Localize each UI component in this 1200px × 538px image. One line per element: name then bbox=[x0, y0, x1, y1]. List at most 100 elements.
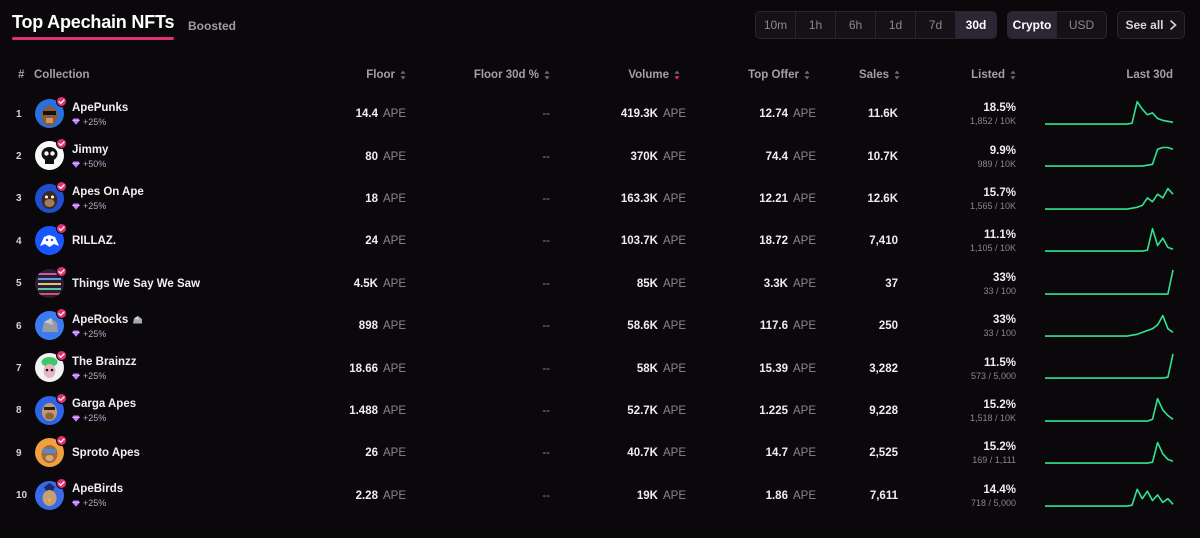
listed-fraction: 1,518 / 10K bbox=[969, 412, 1016, 423]
listed-fraction: 1,852 / 10K bbox=[969, 116, 1016, 127]
time-filter-6h[interactable]: 6h bbox=[836, 12, 876, 38]
volume: 103.7K APE bbox=[590, 220, 686, 262]
listed: 15.7% 1,565 / 10K bbox=[940, 178, 1016, 220]
sales-count: 3,282 bbox=[869, 362, 898, 375]
chevron-right-icon bbox=[1169, 20, 1177, 30]
sparkline-line bbox=[1045, 441, 1174, 465]
collection-name[interactable]: Garga Apes bbox=[72, 398, 136, 410]
col-volume[interactable]: Volume bbox=[580, 69, 680, 81]
top-offer-value: 3.3K bbox=[763, 277, 788, 290]
tab-boosted[interactable]: Boosted bbox=[188, 19, 236, 33]
see-all-button[interactable]: See all bbox=[1117, 11, 1185, 39]
floor-unit: APE bbox=[382, 108, 406, 121]
collection-name-text: Apes On Ape bbox=[72, 186, 144, 199]
collection-name[interactable]: ApePunks bbox=[72, 102, 128, 114]
boost-badge: +25% bbox=[72, 117, 128, 127]
volume-value: 370K bbox=[630, 150, 658, 163]
time-filter-1h[interactable]: 1h bbox=[796, 12, 836, 38]
top-offer-unit: APE bbox=[792, 320, 816, 333]
boost-value: +25% bbox=[83, 413, 107, 424]
floor-price: 898 APE bbox=[300, 305, 406, 347]
sparkline-line bbox=[1045, 269, 1174, 295]
table-row[interactable]: 4 RILLAZ. 24 APE -- 103.7K APE 18.72 APE 7,410 11.… bbox=[0, 220, 1200, 262]
sort-icon bbox=[894, 70, 900, 80]
tab-top-apechain-nfts[interactable]: Top Apechain NFTs bbox=[12, 12, 174, 40]
sort-icon bbox=[400, 70, 406, 80]
floor-unit: APE bbox=[382, 320, 406, 333]
collection-info: Apes On Ape +25% bbox=[72, 178, 144, 220]
collection-name-text: RILLAZ. bbox=[72, 235, 117, 248]
top-offer-value: 12.21 bbox=[759, 192, 788, 205]
col-floor-30d[interactable]: Floor 30d % bbox=[440, 69, 550, 81]
top-offer: 1.86 APE bbox=[720, 475, 816, 517]
volume-unit: APE bbox=[662, 150, 686, 163]
collection-name[interactable]: Things We Say We Saw bbox=[72, 278, 200, 290]
rank-number: 3 bbox=[16, 193, 22, 205]
sales-count: 12.6K bbox=[867, 192, 898, 205]
collection-name[interactable]: ApeBirds bbox=[72, 483, 123, 495]
table-row[interactable]: 3 Apes On Ape +25% 18 APE -- 163.3K APE 12.21 APE… bbox=[0, 178, 1200, 220]
currency-usd[interactable]: USD bbox=[1068, 18, 1095, 32]
sparkline-chart bbox=[1045, 100, 1174, 125]
top-offer-unit: APE bbox=[792, 108, 816, 121]
verified-check-icon bbox=[58, 480, 65, 486]
collection-name[interactable]: ApeRocks bbox=[72, 314, 143, 326]
currency-crypto[interactable]: Crypto bbox=[1008, 12, 1058, 38]
top-offer-unit: APE bbox=[792, 277, 816, 290]
sales-count: 10.7K bbox=[867, 150, 898, 163]
table-row[interactable]: 1 ApePunks +25% 14.4 APE -- 419.3K APE 12.74 APE 1… bbox=[0, 93, 1200, 135]
gem-icon bbox=[72, 161, 80, 168]
floor-value: 80 bbox=[365, 150, 378, 163]
table-row[interactable]: 5 Things We Say We Saw 4.5K APE -- 85K APE 3.3K… bbox=[0, 263, 1200, 305]
table-row[interactable]: 7 The Brainzz +25% 18.66 APE -- 58K APE 15.39 APE… bbox=[0, 347, 1200, 389]
time-filter-10m[interactable]: 10m bbox=[756, 12, 796, 38]
col-sales-label: Sales bbox=[858, 69, 889, 81]
floor-price: 1.488 APE bbox=[300, 390, 406, 432]
floor-unit: APE bbox=[382, 192, 406, 205]
rank-number: 1 bbox=[16, 108, 22, 120]
collection-info: Garga Apes +25% bbox=[72, 390, 136, 432]
collection-name[interactable]: The Brainzz bbox=[72, 356, 137, 368]
table-row[interactable]: 2 Jimmy +50% 80 APE -- 370K APE 74.4 APE 10.7K 9.9%… bbox=[0, 135, 1200, 177]
collection-info: ApeBirds +25% bbox=[72, 475, 123, 517]
volume: 58.6K APE bbox=[590, 305, 686, 347]
sparkline-line bbox=[1045, 100, 1174, 125]
top-offer-value: 117.6 bbox=[759, 320, 788, 333]
time-filter-30d[interactable]: 30d bbox=[956, 12, 996, 38]
floor-30d-change: -- bbox=[542, 362, 550, 375]
top-offer-unit: APE bbox=[792, 192, 816, 205]
table-row[interactable]: 10 ApeBirds +25% 2.28 APE -- 19K APE 1.86 APE 7,61… bbox=[0, 475, 1200, 517]
collection-name[interactable]: Jimmy bbox=[72, 144, 108, 156]
collection-name[interactable]: Sproto Apes bbox=[72, 447, 140, 459]
floor-30d-change: -- bbox=[542, 108, 550, 121]
listed-fraction: 1,565 / 10K bbox=[969, 200, 1016, 211]
time-filter-group: 10m 1h 6h 1d 7d 30d bbox=[755, 11, 997, 39]
col-sales[interactable]: Sales bbox=[820, 69, 900, 81]
verified-badge bbox=[56, 477, 67, 489]
top-offer: 1.225 APE bbox=[720, 390, 816, 432]
collection-name-text: ApeBirds bbox=[72, 483, 124, 496]
collection-name-text: The Brainzz bbox=[72, 356, 137, 369]
time-filter-1d[interactable]: 1d bbox=[876, 12, 916, 38]
col-floor[interactable]: Floor bbox=[300, 69, 406, 81]
listed-percent: 33% bbox=[992, 314, 1016, 327]
col-listed[interactable]: Listed bbox=[930, 69, 1016, 81]
collection-name[interactable]: RILLAZ. bbox=[72, 235, 116, 247]
volume-value: 85K bbox=[636, 277, 658, 290]
volume-value: 58.6K bbox=[627, 320, 658, 333]
time-filter-7d[interactable]: 7d bbox=[916, 12, 956, 38]
listed: 11.5% 573 / 5,000 bbox=[940, 347, 1016, 389]
verified-check-icon bbox=[58, 396, 65, 401]
top-offer-value: 74.4 bbox=[765, 150, 788, 163]
verified-check-icon bbox=[58, 184, 65, 189]
sparkline-chart bbox=[1045, 187, 1174, 210]
floor-30d-change: -- bbox=[542, 489, 550, 502]
col-top-offer[interactable]: Top Offer bbox=[710, 69, 810, 81]
table-row[interactable]: 9 Sproto Apes 26 APE -- 40.7K APE 14.7 APE 2,525 1… bbox=[0, 432, 1200, 474]
collection-name[interactable]: Apes On Ape bbox=[72, 186, 144, 198]
listed: 15.2% 1,518 / 10K bbox=[940, 390, 1016, 432]
floor-unit: APE bbox=[382, 362, 406, 375]
table-row[interactable]: 8 Garga Apes +25% 1.488 APE -- 52.7K APE 1.225 AP… bbox=[0, 390, 1200, 432]
sales-count: 7,410 bbox=[869, 235, 898, 248]
table-row[interactable]: 6 ApeRocks +25% 898 APE -- 58.6K APE 117.6 APE 250… bbox=[0, 305, 1200, 347]
